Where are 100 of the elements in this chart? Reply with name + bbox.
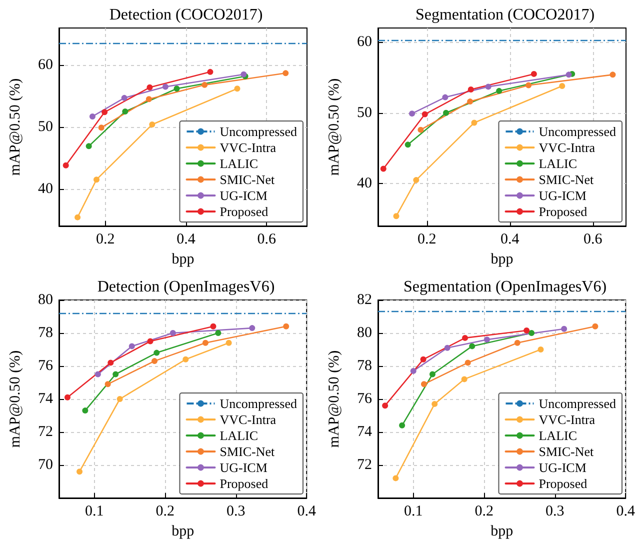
y-tick-label: 60 [357,34,372,50]
x-tick-label: 0.2 [474,504,494,520]
point [409,110,416,117]
point [442,94,448,100]
legend-label: Uncompressed [538,396,616,411]
legend-label: SMIC-Net [220,172,276,187]
x-tick-label: 0.4 [616,504,636,520]
point [202,82,208,88]
point [496,88,502,94]
point [152,358,158,364]
x-tick-label: 0.1 [404,504,423,520]
y-tick-label: 70 [38,457,53,473]
point [146,84,153,90]
y-tick-label: 76 [38,358,54,374]
point [461,376,468,382]
point [382,402,388,409]
x-tick-label: 0.4 [500,232,520,248]
x-tick-label: 0.2 [418,232,436,248]
point [413,177,420,184]
legend-label: VVC-Intra [220,412,276,427]
point [399,422,406,428]
point [392,475,399,482]
y-tick-label: 60 [38,57,53,74]
y-tick-label: 80 [38,292,53,308]
y-axis-title: mAP@0.50 (%) [326,350,342,448]
legend-label: LALIC [538,156,578,171]
point [128,343,135,350]
legend-label: Proposed [538,476,588,491]
chart-title: Segmentation (COCO2017) [415,6,595,24]
point [514,340,520,346]
legend-label: LALIC [220,156,258,171]
y-axis-title: mAP@0.50 (%) [8,78,24,176]
point [82,408,88,414]
point [215,330,222,336]
point [149,122,156,128]
chart-title: Detection (COCO2017) [109,6,263,24]
chart-title: Detection (OpenImagesV6) [97,278,275,296]
point [282,70,289,76]
point [404,142,411,148]
point [566,72,572,78]
point [89,113,96,120]
point [469,343,476,350]
x-tick-label: 0.3 [546,504,564,520]
point [162,84,168,90]
chart-title: Segmentation (OpenImagesV6) [403,278,607,296]
y-tick-label: 74 [38,391,54,407]
point [462,334,468,341]
legend-label: Uncompressed [220,396,298,411]
point [112,371,119,378]
point [147,338,154,344]
x-axis-title: bpp [490,523,514,540]
x-tick-label: 0.2 [96,232,115,248]
y-tick-label: 72 [38,424,53,440]
legend-label: VVC-Intra [220,140,276,155]
legend-label: LALIC [220,428,258,443]
point [467,98,474,105]
point [444,344,450,351]
y-tick-label: 74 [357,424,372,440]
x-axis-title: bpp [172,251,194,268]
point [146,96,152,102]
point [234,86,240,92]
point [249,325,256,332]
x-tick-label: 0.1 [85,504,104,520]
point [74,214,81,220]
x-axis-title: bpp [172,523,194,540]
point [202,340,208,346]
point [420,356,426,362]
x-tick-label: 0.6 [257,232,277,248]
point [528,330,535,336]
point [610,72,616,78]
legend-label: Proposed [220,476,269,491]
legend-label: Uncompressed [538,124,616,139]
y-tick-label: 40 [357,176,372,192]
legend-label: SMIC-Net [538,444,594,459]
y-tick-label: 80 [357,325,372,341]
point [422,111,428,118]
point [207,68,214,75]
point [432,400,438,407]
legend-label: UG-ICM [220,188,268,203]
point [484,336,490,343]
point [226,340,232,346]
point [76,468,83,475]
point [530,70,537,77]
legend-label: UG-ICM [538,188,587,203]
y-tick-label: 76 [357,391,372,407]
x-tick-label: 0.6 [583,232,603,248]
point [102,109,108,116]
point [94,176,100,183]
point [108,360,114,366]
point [538,346,544,352]
point [429,371,436,378]
point [485,84,492,90]
y-axis-title: mAP@0.50 (%) [8,350,24,448]
point [104,381,111,388]
legend-label: Uncompressed [220,124,298,139]
point [418,126,424,133]
point [464,360,471,366]
point [122,108,128,115]
point [393,213,400,220]
point [62,162,69,168]
